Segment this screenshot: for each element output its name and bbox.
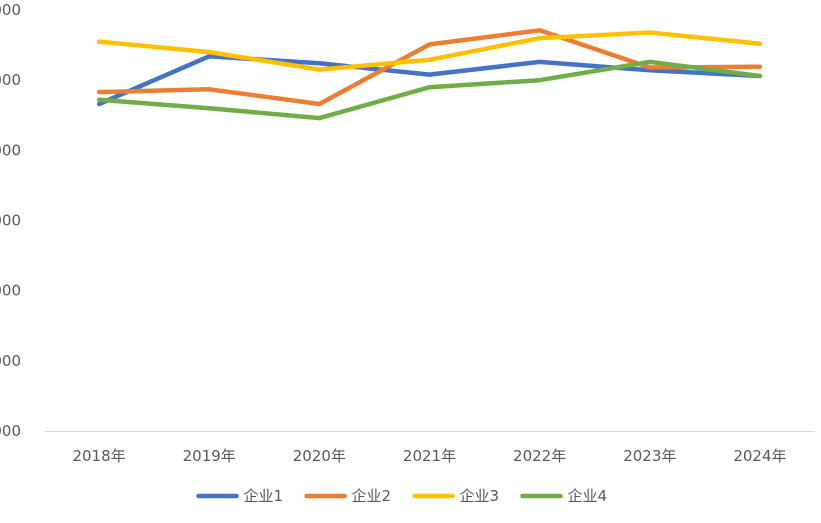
legend-label: 企业4 (568, 487, 608, 505)
legend-item-2: 企业2 (304, 487, 392, 505)
y-tick-label: 000 (0, 212, 21, 230)
y-axis-tick-labels: 000 000 000 000 000 000 000 (0, 1, 21, 440)
series-line-2 (96, 28, 763, 107)
legend-label: 企业3 (460, 487, 500, 505)
legend: 企业1 企业2 企业3 企业4 (196, 487, 608, 505)
x-tick-label: 2022年 (513, 447, 566, 465)
series-line-1 (96, 54, 763, 107)
x-tick-label: 2018年 (72, 447, 125, 465)
y-tick-label: 000 (0, 352, 21, 370)
legend-label: 企业1 (244, 487, 284, 505)
x-tick-label: 2019年 (183, 447, 236, 465)
legend-item-4: 企业4 (520, 487, 608, 505)
legend-label: 企业2 (352, 487, 392, 505)
series-lines (96, 28, 763, 121)
series-line-4 (96, 59, 763, 121)
y-tick-label: 000 (0, 422, 21, 440)
legend-item-1: 企业1 (196, 487, 284, 505)
x-tick-label: 2020年 (293, 447, 346, 465)
y-tick-label: 000 (0, 141, 21, 159)
x-tick-label: 2021年 (403, 447, 456, 465)
x-axis-tick-labels: 2018年 2019年 2020年 2021年 2022年 2023年 2024年 (72, 447, 786, 465)
series-line-3 (96, 30, 763, 72)
y-tick-label: 000 (0, 282, 21, 300)
y-tick-label: 000 (0, 1, 21, 19)
legend-item-3: 企业3 (412, 487, 500, 505)
x-tick-label: 2024年 (733, 447, 786, 465)
x-tick-label: 2023年 (623, 447, 676, 465)
y-tick-label: 000 (0, 71, 21, 89)
